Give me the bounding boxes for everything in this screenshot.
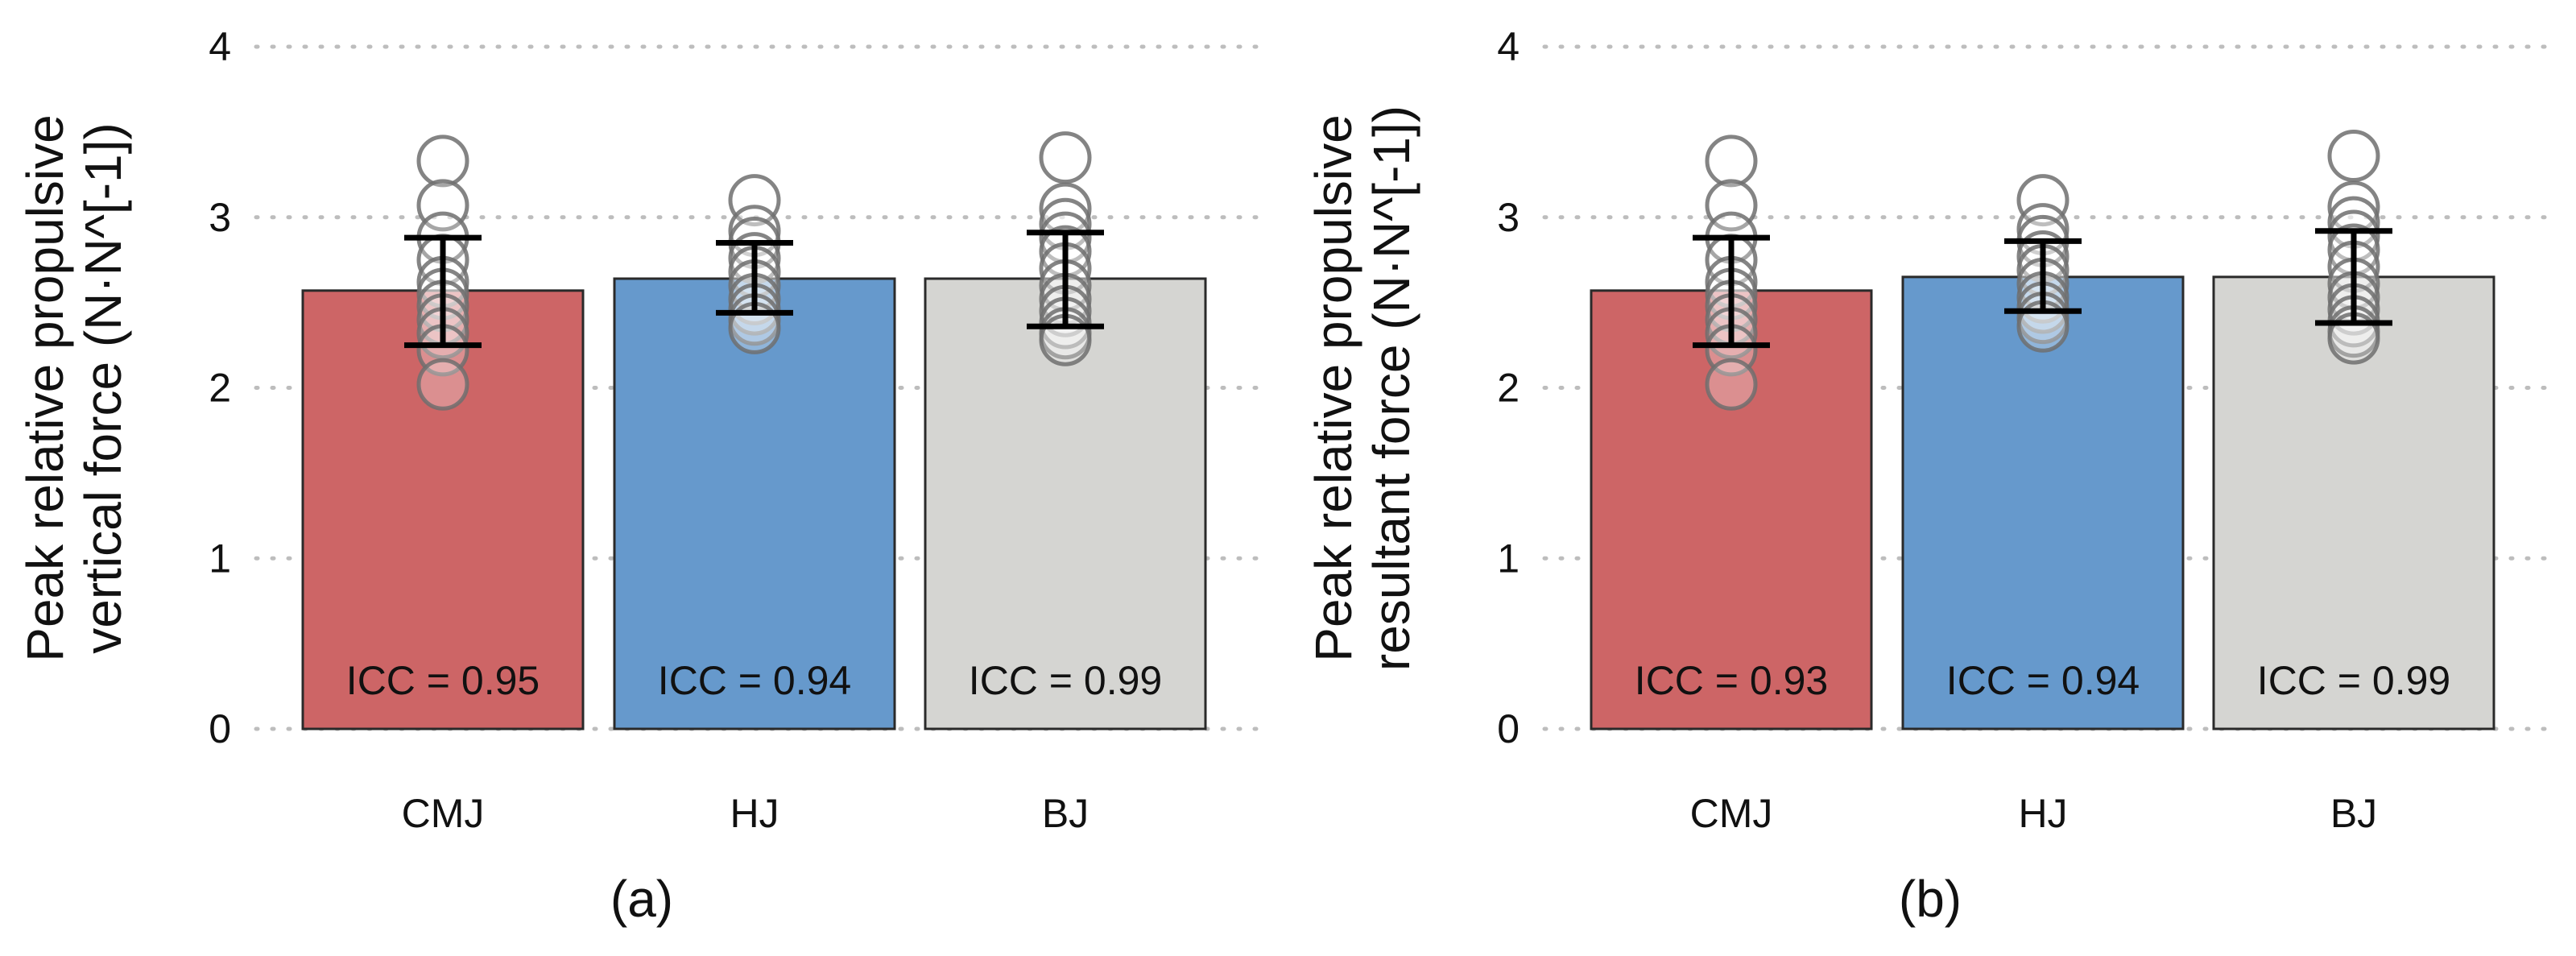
bar-cmj	[1590, 289, 1873, 730]
y-axis-label-line: vertical force (N·N^[-1])	[74, 122, 132, 653]
data-point	[1039, 131, 1092, 184]
bar-bj	[924, 277, 1207, 730]
icc-annotation: ICC = 0.94	[1946, 658, 2140, 703]
panel-label: (b)	[1899, 870, 1962, 928]
chart-panel-a: 0 1 2 3 4 Peak relative propulsivevertical fo…	[16, 24, 1271, 928]
icc-annotation: ICC = 0.93	[1635, 658, 1828, 703]
y-tick-label: 1	[1497, 536, 1520, 581]
y-axis-label-line: Peak relative propulsive	[16, 114, 74, 661]
x-tick-label: CMJ	[402, 791, 485, 836]
y-tick-label: 2	[1497, 366, 1520, 411]
data-point	[2016, 174, 2069, 227]
icc-annotation: ICC = 0.94	[658, 658, 851, 703]
x-tick-label: HJ	[730, 791, 779, 836]
y-tick-label: 3	[209, 195, 231, 240]
y-axis-label-line: Peak relative propulsive	[1305, 114, 1362, 661]
icc-annotation: ICC = 0.99	[969, 658, 1162, 703]
y-tick-label: 4	[209, 24, 231, 69]
y-tick-label: 0	[209, 706, 231, 751]
y-axis-label: Peak relative propulsiveresultant force …	[1305, 106, 1420, 671]
icc-annotation: ICC = 0.99	[2257, 658, 2450, 703]
data-point	[1705, 135, 1758, 188]
y-tick-label: 0	[1497, 706, 1520, 751]
data-point	[1705, 358, 1758, 411]
data-point	[416, 135, 469, 188]
y-axis-label: Peak relative propulsivevertical force (…	[16, 114, 132, 661]
chart-panel-b: 0 1 2 3 4 Peak relative propulsiveresultant f…	[1305, 24, 2559, 928]
icc-annotation: ICC = 0.95	[346, 658, 540, 703]
bar-cmj	[301, 289, 585, 730]
x-tick-label: CMJ	[1690, 791, 1773, 836]
panel-label: (a)	[610, 870, 673, 928]
data-point	[416, 358, 469, 411]
y-tick-label: 1	[209, 536, 231, 581]
y-tick-label: 4	[1497, 24, 1520, 69]
y-axis-label-line: resultant force (N·N^[-1])	[1362, 106, 1420, 671]
y-tick-label: 3	[1497, 195, 1520, 240]
x-tick-label: BJ	[1042, 791, 1089, 836]
y-tick-label: 2	[209, 366, 231, 411]
x-tick-label: HJ	[2018, 791, 2067, 836]
x-tick-label: BJ	[2330, 791, 2377, 836]
data-point	[2327, 130, 2380, 183]
